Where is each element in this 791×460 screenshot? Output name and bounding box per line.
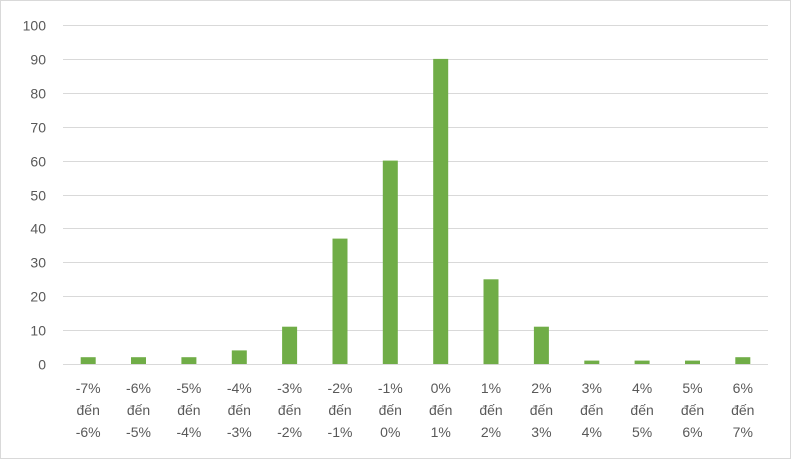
x-tick-label: 4% xyxy=(632,380,652,396)
y-tick-label: 50 xyxy=(30,188,46,204)
x-tick-label: -3% xyxy=(277,380,302,396)
x-tick-label: đến xyxy=(580,402,603,418)
bar xyxy=(80,357,96,364)
bar xyxy=(634,360,650,364)
x-tick-label: 3% xyxy=(582,380,602,396)
x-tick-label: 7% xyxy=(733,424,753,440)
x-tick-label: 5% xyxy=(682,380,702,396)
x-tick-label: -5% xyxy=(176,380,201,396)
bar xyxy=(685,360,700,364)
x-tick-label: 4% xyxy=(582,424,602,440)
bar xyxy=(231,350,247,364)
x-tick-label: -1% xyxy=(328,424,353,440)
x-tick-label: -1% xyxy=(378,380,403,396)
bar xyxy=(181,357,197,364)
x-tick-label: -5% xyxy=(126,424,151,440)
x-tick-label: đến xyxy=(228,402,251,418)
y-tick-label: 100 xyxy=(23,18,47,34)
bar xyxy=(735,357,751,364)
x-tick-label: 1% xyxy=(481,380,501,396)
x-tick-label: -6% xyxy=(126,380,151,396)
y-tick-label: 10 xyxy=(30,323,46,339)
bar xyxy=(433,58,449,365)
x-tick-label: -2% xyxy=(277,424,302,440)
x-tick-label: đến xyxy=(177,402,200,418)
x-tick-label: 2% xyxy=(531,380,551,396)
bar xyxy=(483,279,499,365)
x-tick-label: đến xyxy=(379,402,402,418)
x-tick-label: đến xyxy=(429,402,452,418)
x-tick-label: đến xyxy=(530,402,553,418)
y-tick-label: 30 xyxy=(30,255,46,271)
x-tick-label: -4% xyxy=(176,424,201,440)
x-tick-label: -3% xyxy=(227,424,252,440)
y-tick-label: 90 xyxy=(30,52,46,68)
x-tick-label: đến xyxy=(127,402,150,418)
x-tick-label: -2% xyxy=(328,380,353,396)
bar xyxy=(332,238,348,364)
x-tick-label: -7% xyxy=(76,380,101,396)
x-tick-label: 6% xyxy=(733,380,753,396)
bar xyxy=(584,360,600,364)
x-tick-label: 3% xyxy=(531,424,551,440)
x-tick-label: đến xyxy=(328,402,351,418)
x-tick-label: 0% xyxy=(380,424,400,440)
y-tick-label: 0 xyxy=(38,357,46,373)
bar xyxy=(382,160,398,364)
y-tick-label: 80 xyxy=(30,86,46,102)
x-tick-label: 2% xyxy=(481,424,501,440)
y-tick-label: 20 xyxy=(30,289,46,305)
y-tick-label: 40 xyxy=(30,221,46,237)
bar xyxy=(533,326,549,364)
x-tick-label: -6% xyxy=(76,424,101,440)
y-tick-label: 60 xyxy=(30,154,46,170)
x-tick-label: đến xyxy=(681,402,704,418)
x-tick-label: 5% xyxy=(632,424,652,440)
bar xyxy=(282,326,298,364)
x-tick-label: 1% xyxy=(431,424,451,440)
x-tick-label: đến xyxy=(77,402,100,418)
y-tick-label: 70 xyxy=(30,120,46,136)
x-tick-label: đến xyxy=(731,402,754,418)
x-tick-label: đến xyxy=(630,402,653,418)
x-tick-label: 0% xyxy=(431,380,451,396)
x-tick-label: đến xyxy=(278,402,301,418)
x-tick-label: đến xyxy=(479,402,502,418)
x-tick-label: -4% xyxy=(227,380,252,396)
bar xyxy=(131,357,146,364)
x-tick-label: 6% xyxy=(682,424,702,440)
